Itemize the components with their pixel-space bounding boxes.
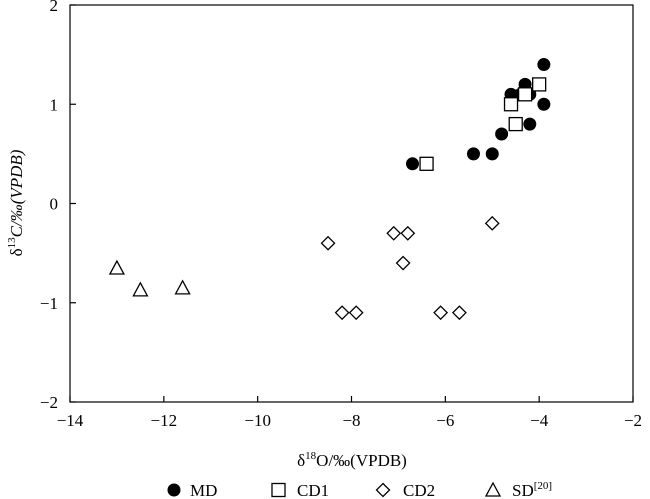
- legend: MD CD1 CD2 SD[20]: [167, 480, 552, 499]
- point-cd1: [517, 87, 533, 102]
- x-tick-label: −6: [436, 411, 454, 430]
- point-md: [485, 147, 499, 161]
- legend-item-sd: SD[20]: [484, 480, 552, 499]
- y-tick-label: −2: [40, 393, 58, 412]
- point-md: [495, 127, 509, 141]
- point-cd2: [451, 305, 467, 321]
- point-cd2: [348, 305, 364, 321]
- y-tick-label: 2: [50, 0, 59, 15]
- point-cd2: [400, 225, 416, 241]
- x-tick-label: −8: [342, 411, 360, 430]
- legend-item-md: MD: [167, 481, 217, 499]
- y-tick-label: 0: [50, 195, 59, 214]
- point-md: [523, 117, 537, 131]
- legend-item-cd1: CD1: [271, 481, 329, 499]
- x-axis-title: δ18O/‰(VPDB): [297, 450, 407, 470]
- point-cd2: [320, 235, 336, 251]
- legend-marker-md: [167, 483, 181, 497]
- legend-label-md: MD: [190, 481, 217, 499]
- legend-marker-cd2: [375, 482, 391, 498]
- legend-label-cd2: CD2: [403, 481, 435, 499]
- y-tick-label: 1: [50, 95, 59, 114]
- x-tick-label: −14: [57, 411, 84, 430]
- y-tick-label: −1: [40, 294, 58, 313]
- point-md: [405, 157, 419, 171]
- point-cd1: [419, 156, 434, 171]
- point-cd2: [433, 305, 449, 321]
- x-tick-label: −10: [244, 411, 271, 430]
- data-points: [108, 58, 551, 321]
- point-md: [537, 58, 551, 72]
- point-cd1: [503, 97, 519, 112]
- point-cd2: [484, 215, 500, 231]
- point-cd1: [532, 77, 547, 92]
- point-cd1: [508, 116, 523, 132]
- point-sd: [108, 259, 126, 275]
- legend-label-cd1: CD1: [297, 481, 329, 499]
- point-cd2: [386, 225, 402, 241]
- y-axis-title: δ13C/‰(VPDB): [6, 149, 26, 256]
- point-sd: [174, 279, 191, 295]
- x-axis-ticks: −14 −12 −10 −8 −6 −4 −2: [57, 396, 642, 430]
- legend-item-cd2: CD2: [375, 481, 435, 499]
- point-md: [537, 97, 551, 111]
- x-tick-label: −2: [624, 411, 642, 430]
- point-cd2: [334, 305, 350, 321]
- legend-label-sd: SD[20]: [512, 480, 552, 499]
- point-sd: [132, 281, 149, 297]
- point-md: [466, 147, 480, 161]
- legend-marker-cd1: [271, 482, 286, 498]
- x-tick-label: −12: [151, 411, 178, 430]
- y-axis-ticks: −2 −1 0 1 2: [40, 0, 76, 412]
- point-cd2: [395, 255, 411, 271]
- x-tick-label: −4: [530, 411, 549, 430]
- legend-marker-sd: [484, 481, 502, 497]
